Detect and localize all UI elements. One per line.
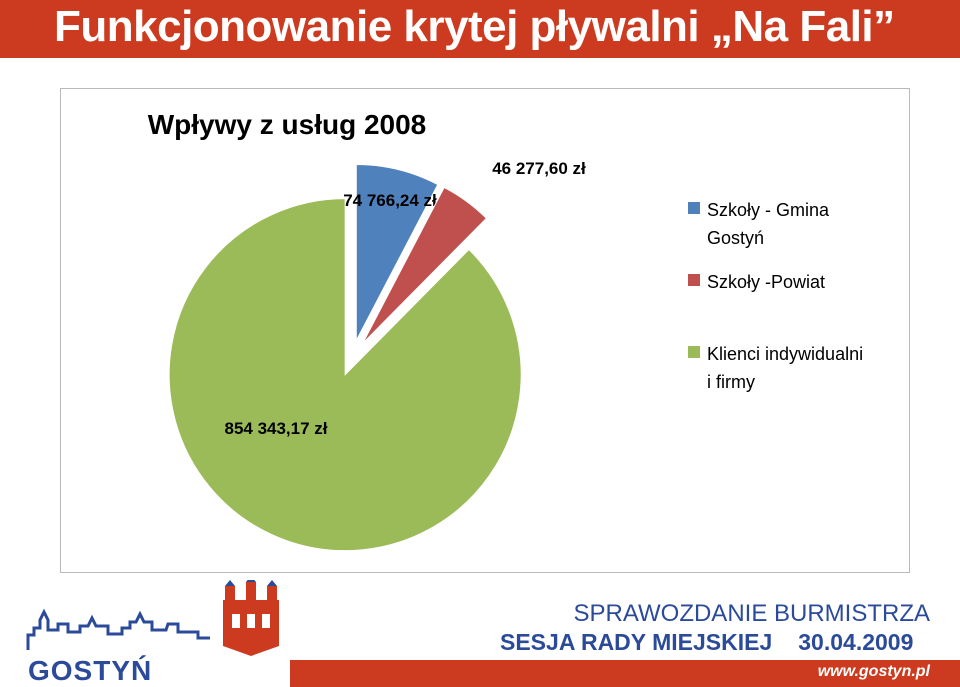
pie-chart: Wpływy z usług 2008 74 766,24 zł 46 277,60… bbox=[148, 109, 863, 552]
legend-swatch-0 bbox=[688, 202, 700, 214]
session-label: SESJA RADY MIEJSKIEJ bbox=[500, 629, 773, 655]
legend-swatch-1 bbox=[688, 274, 700, 286]
website-link[interactable]: www.gostyn.pl bbox=[817, 663, 930, 680]
data-label-1: 46 277,60 zł bbox=[492, 159, 586, 178]
legend-label-1-0: Szkoły -Powiat bbox=[707, 272, 825, 292]
data-label-0: 74 766,24 zł bbox=[343, 191, 437, 210]
pie-slice-2 bbox=[168, 198, 522, 552]
session-date: 30.04.2009 bbox=[798, 629, 914, 655]
data-label-2: 854 343,17 zł bbox=[224, 419, 327, 438]
report-title: SPRAWOZDANIE BURMISTRZA bbox=[573, 600, 930, 627]
legend-label-0-1: Gostyń bbox=[707, 228, 764, 248]
footer-strip bbox=[290, 660, 960, 687]
legend-label-0-0: Szkoły - Gmina bbox=[707, 200, 830, 220]
legend-label-2-1: i firmy bbox=[707, 372, 755, 392]
pie-slice-1 bbox=[362, 186, 488, 344]
title-bar bbox=[0, 0, 960, 58]
gostyn-logo-icon bbox=[26, 580, 279, 656]
chart-title: Wpływy z usług 2008 bbox=[148, 109, 427, 140]
page-title: Funkcjonowanie krytej pływalni „Na Fali” bbox=[54, 2, 895, 51]
session-line: SESJA RADY MIEJSKIEJ 30.04.2009 bbox=[500, 629, 913, 656]
logo-text: GOSTYŃ bbox=[28, 655, 153, 686]
legend-label-2-0: Klienci indywidualni bbox=[707, 344, 863, 364]
legend-swatch-2 bbox=[688, 346, 700, 358]
pie-slice-0 bbox=[355, 164, 439, 341]
